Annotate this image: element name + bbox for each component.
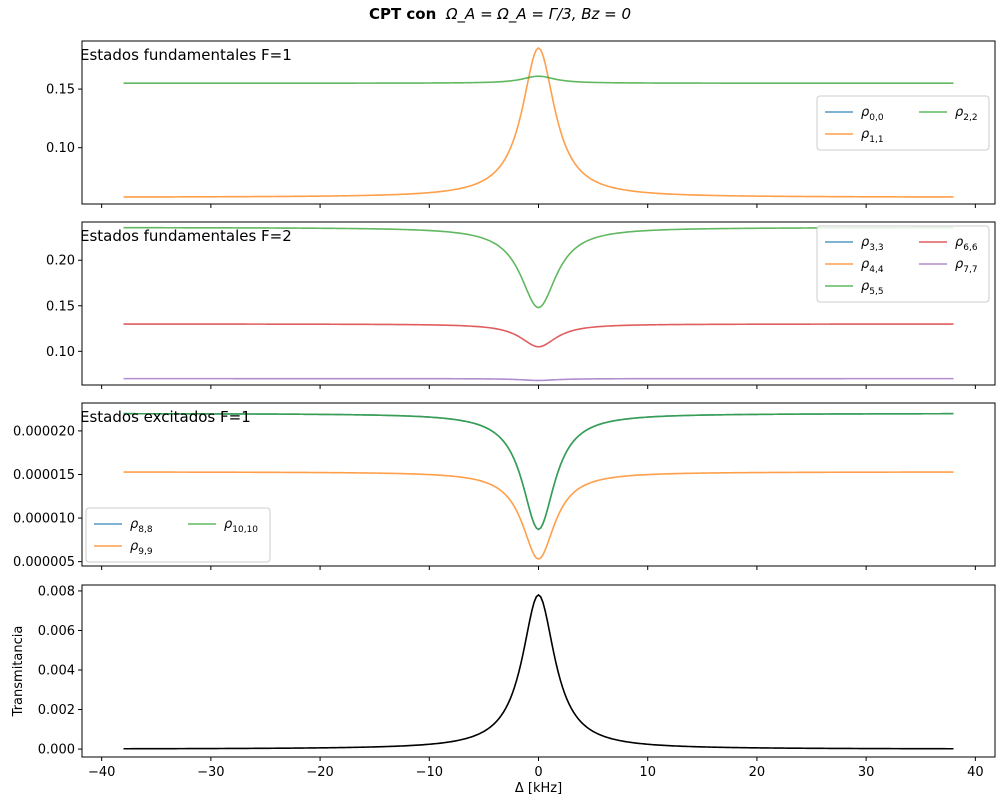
- x-tick-label: −40: [88, 765, 115, 780]
- y-tick-label: 0.000015: [13, 468, 75, 483]
- x-tick-label: 20: [749, 765, 766, 780]
- y-tick-label: 0.000010: [13, 512, 75, 527]
- series-line-2-5: [123, 377, 954, 382]
- legend-box: [816, 95, 990, 151]
- x-tick-label: 40: [967, 765, 984, 780]
- x-tick-label: −10: [416, 765, 443, 780]
- figure-title-bold: CPT con: [369, 5, 436, 23]
- panel-4: 0.000 0.002 0.004 0.006 0.008 −40 −30 −20 −10 0 10…: [11, 584, 996, 796]
- legend-box: [85, 507, 271, 563]
- y-tick-label: 0.20: [46, 254, 75, 269]
- legend-label: ρ7,7: [955, 257, 978, 275]
- x-axis-label: Δ [kHz]: [515, 781, 562, 796]
- series-line-3-3: [123, 412, 954, 531]
- figure-title-math: Ω_A = Ω_A = Γ/3, Bz = 0: [445, 5, 631, 24]
- y-tick-label: 0.004: [38, 664, 75, 679]
- series-line-3-2: [123, 471, 954, 560]
- y-tick-label: 0.000: [38, 743, 75, 758]
- legend-label: ρ0,0: [861, 105, 884, 123]
- legend-label: ρ4,4: [861, 257, 884, 275]
- panel-3: 0.000005 0.000010 0.000015 0.000020 Estados …: [13, 402, 996, 570]
- y-tick-label: 0.002: [38, 703, 75, 718]
- legend-box: [816, 225, 990, 303]
- y-tick-label: 0.000020: [13, 424, 75, 439]
- series-line-4-1: [123, 593, 954, 750]
- y-tick-label: 0.15: [46, 299, 75, 314]
- legend-label: ρ8,8: [130, 517, 153, 535]
- legend: ρ3,3 ρ4,4 ρ5,5 ρ6,6 ρ7,7: [816, 225, 990, 303]
- x-tick-label: −30: [197, 765, 224, 780]
- x-tick-label: −20: [306, 765, 333, 780]
- legend: ρ0,0 ρ1,1 ρ2,2: [816, 95, 990, 151]
- legend-label: ρ5,5: [861, 279, 884, 297]
- y-tick-label: 0.000005: [13, 555, 75, 570]
- x-tick-label: 10: [639, 765, 656, 780]
- y-tick-label: 0.15: [46, 83, 75, 98]
- panel-2: 0.10 0.15 0.20 Estados fundamentales F=2 ρ3,…: [46, 221, 996, 389]
- y-tick-label: 0.10: [46, 141, 75, 156]
- axes-frame: [81, 584, 996, 758]
- legend-label: ρ9,9: [130, 539, 153, 557]
- y-tick-label: 0.008: [38, 584, 75, 599]
- legend: ρ8,8 ρ9,9 ρ10,10: [85, 507, 271, 563]
- y-tick-label: 0.006: [38, 624, 75, 639]
- x-tick-label: 0: [534, 765, 542, 780]
- legend-label: ρ10,10: [224, 517, 258, 535]
- panel-title: Estados fundamentales F=2: [80, 227, 292, 245]
- series-line-1-3: [123, 75, 954, 84]
- legend-label: ρ3,3: [861, 235, 884, 253]
- legend-label: ρ6,6: [955, 235, 978, 253]
- y-tick-label: 0.10: [46, 345, 75, 360]
- legend-label: ρ1,1: [861, 127, 884, 145]
- series-line-2-4: [123, 323, 954, 348]
- panel-title: Estados excitados F=1: [80, 408, 251, 426]
- panel-title: Estados fundamentales F=1: [80, 46, 292, 64]
- x-tick-label: 30: [858, 765, 875, 780]
- legend-label: ρ2,2: [955, 105, 978, 123]
- y-axis-label: Transmitancia: [11, 626, 26, 718]
- panel-1: 0.10 0.15 Estados fundamentales F=1 ρ0,0 ρ1,…: [46, 40, 996, 208]
- series-line-2-3: [123, 226, 954, 309]
- figure-title: CPT con Ω_A = Ω_A = Γ/3, Bz = 0: [369, 5, 631, 24]
- series-line-1-2: [123, 46, 954, 198]
